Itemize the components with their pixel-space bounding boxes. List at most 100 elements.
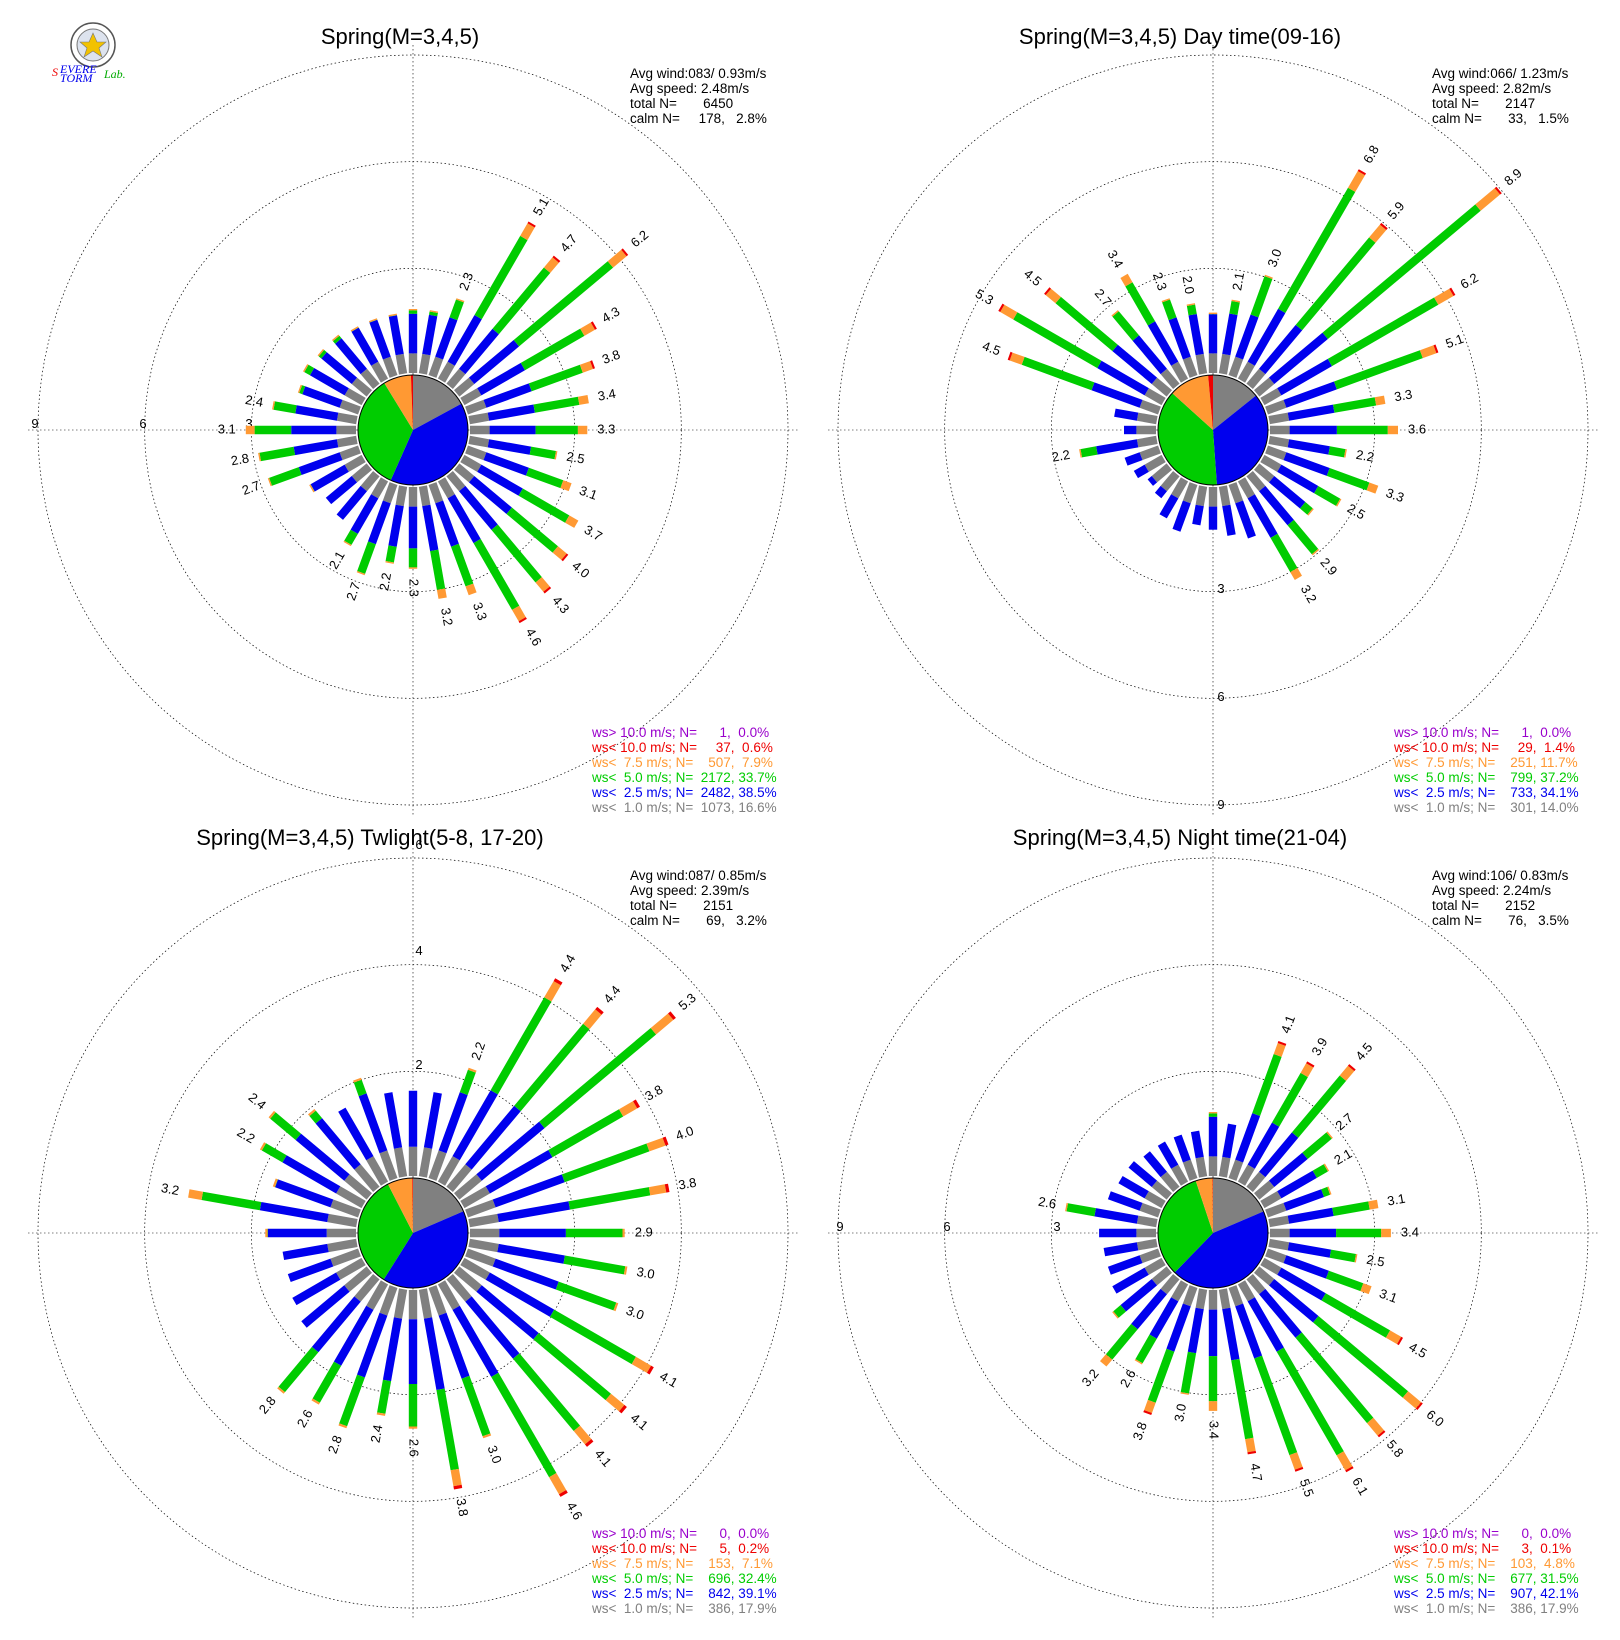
wind-bar-segment: [468, 412, 490, 425]
wind-bar-segment: [1097, 360, 1149, 396]
stat-line: calm N= 178, 2.8%: [630, 111, 767, 126]
wind-bar-segment: [648, 1184, 667, 1196]
legend-entry: ws< 10.0 m/s; N= 37, 0.6%: [591, 740, 773, 755]
wind-bar-segment: [1326, 1270, 1364, 1292]
wind-bar-segment: [565, 515, 579, 528]
wind-bar-segment: [456, 298, 465, 303]
wind-bar-segment: [351, 377, 372, 397]
stat-line: total N= 2147: [1432, 96, 1535, 111]
wind-bar-segment: [1272, 1072, 1308, 1127]
wind-bar-segment: [325, 476, 358, 505]
bar-label: 2.2: [1355, 447, 1375, 465]
wind-bar-segment: [1270, 1228, 1290, 1238]
stat-line: calm N= 33, 1.5%: [1432, 111, 1569, 126]
wind-bar-segment: [619, 1101, 638, 1117]
wind-bar-segment: [470, 425, 490, 435]
wind-bar-segment: [1144, 454, 1166, 472]
wind-bar-segment: [499, 1228, 566, 1238]
wind-bar-segment: [1287, 519, 1319, 555]
wind-bar-segment: [429, 311, 438, 317]
wind-bar-segment: [1246, 368, 1266, 389]
wind-bar-segment: [360, 471, 380, 492]
wind-bar-segment: [1160, 1171, 1180, 1192]
wind-bar-segment: [452, 1090, 498, 1161]
wind-bar-segment: [1307, 508, 1314, 516]
wind-bar-segment: [1336, 1451, 1353, 1471]
wind-bar-segment: [1107, 1255, 1143, 1275]
wind-bar-segment: [1344, 449, 1347, 458]
bar-label: 2.5: [565, 449, 585, 467]
wind-bar-segment: [408, 487, 418, 507]
wind-bar-segment: [1277, 464, 1319, 494]
wind-bar-segment: [311, 1398, 320, 1405]
ring-label: 6: [943, 1219, 950, 1234]
wind-bar-segment: [558, 1490, 568, 1497]
wind-bar-segment: [1173, 1134, 1191, 1163]
wind-bar-segment: [491, 524, 542, 583]
wind-bar-segment: [298, 452, 343, 475]
wind-bar-segment: [258, 452, 261, 462]
bar-label: 2.3: [456, 270, 476, 292]
wind-bar-segment: [605, 1393, 625, 1412]
wind-bar-segment: [1287, 1242, 1332, 1258]
wind-bar-segment: [1294, 1466, 1304, 1472]
wind-bar-segment: [1268, 1279, 1319, 1323]
wind-bar-segment: [1322, 204, 1481, 339]
wind-bar-segment: [1168, 317, 1191, 360]
wind-bar-segment: [1136, 1215, 1158, 1228]
wind-bar-segment: [1113, 1305, 1126, 1318]
wind-bar-segment: [338, 1107, 374, 1161]
wind-bar-segment: [418, 353, 431, 375]
wind-bar-segment: [327, 1213, 358, 1228]
wind-bar-segment: [1007, 351, 1013, 361]
wind-bar-segment: [357, 1312, 388, 1378]
wind-bar-segment: [1180, 1351, 1197, 1394]
wind-bar-segment: [1222, 504, 1236, 536]
wind-bar-segment: [446, 471, 466, 492]
wind-bar-segment: [533, 1333, 611, 1401]
wind-bar-segment: [336, 425, 356, 435]
wind-bar-segment: [303, 364, 309, 373]
wind-bar-segment: [344, 1174, 372, 1200]
legend-entry: ws< 5.0 m/s; N= 696, 32.4%: [591, 1571, 777, 1586]
bar-label: 3.1: [577, 483, 599, 503]
wind-bar-segment: [1094, 1208, 1139, 1224]
wind-bar-segment: [339, 399, 361, 415]
wind-bar-segment: [382, 356, 398, 378]
wind-bar-segment: [1268, 412, 1290, 425]
legend-entry: ws< 5.0 m/s; N= 677, 31.5%: [1393, 1571, 1579, 1586]
bar-label: 3.4: [1401, 1224, 1419, 1239]
wind-bar-segment: [1171, 1280, 1189, 1302]
wind-bar-segment: [1162, 299, 1177, 321]
ring-label: 6: [139, 416, 146, 431]
bar-label: 4.5: [981, 338, 1003, 358]
wind-bar-segment: [354, 1274, 380, 1302]
wind-bar-segment: [619, 1404, 627, 1414]
wind-bar-segment: [528, 364, 583, 392]
wind-bar-segment: [568, 1187, 651, 1210]
wind-bar-segment: [549, 1473, 567, 1495]
wind-bar-segment: [1208, 1116, 1218, 1157]
wind-bar-segment: [343, 540, 352, 547]
wind-bar-segment: [278, 1346, 319, 1393]
wind-bar-segment: [371, 477, 389, 499]
wind-bar-segment: [1283, 1255, 1329, 1279]
wind-bar-segment: [379, 1285, 398, 1316]
wind-bar-segment: [309, 484, 315, 493]
stat-line: total N= 2152: [1432, 898, 1535, 913]
wind-bar-segment: [1144, 1191, 1166, 1209]
bar-label: 3.8: [600, 347, 622, 367]
stat-line: calm N= 76, 3.5%: [1432, 913, 1569, 928]
ring-label: 3: [1053, 1219, 1060, 1234]
wind-bar-segment: [282, 1243, 329, 1260]
wind-bar-segment: [487, 404, 535, 421]
wind-bar-segment: [273, 401, 297, 414]
wind-bar-segment: [1289, 1452, 1303, 1470]
pie-slice: [1213, 375, 1256, 430]
wind-bar-segment: [1247, 308, 1286, 366]
wind-bar-segment: [356, 571, 366, 576]
wind-bar-segment: [428, 482, 444, 504]
bar-label: 2.4: [368, 1424, 386, 1444]
wind-bar-segment: [1329, 1249, 1356, 1263]
legend-entry: ws< 1.0 m/s; N= 301, 14.0%: [1393, 800, 1579, 815]
